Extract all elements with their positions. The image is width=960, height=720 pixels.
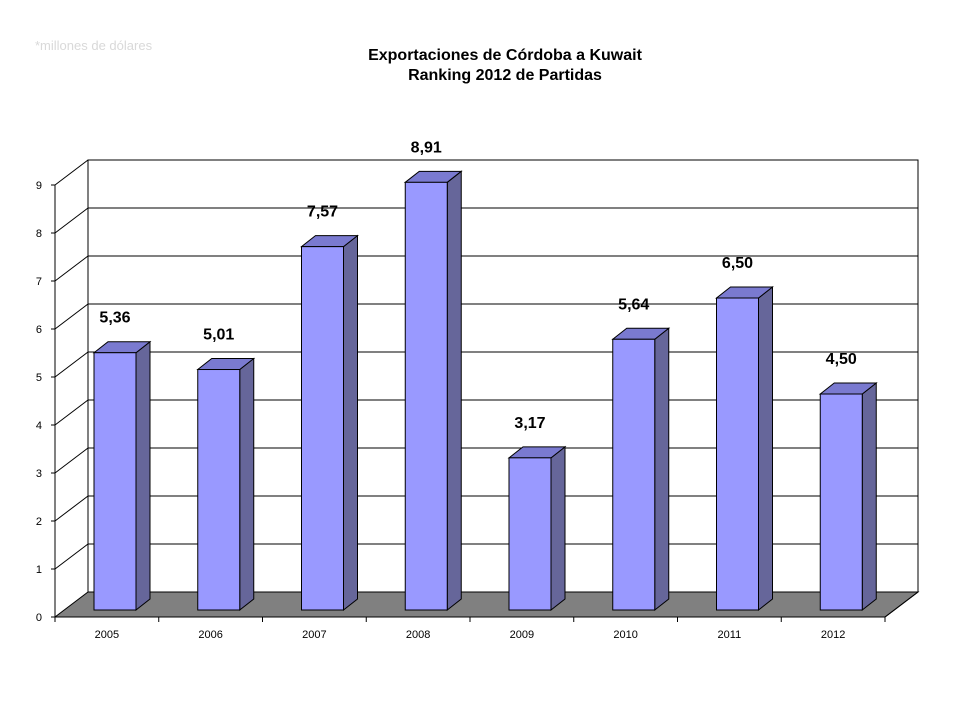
x-tick-label: 2005 [95,629,119,641]
bar-front [301,246,344,611]
bar-front [93,352,137,611]
bar-side [550,445,566,612]
bar-front [197,369,241,611]
x-tick-label: 2012 [821,629,845,641]
bar [196,357,256,612]
y-tick-label: 8 [36,228,42,240]
y-tick-label: 4 [36,420,42,432]
y-tick-label: 1 [36,564,42,576]
y-tick-label: 5 [36,372,42,384]
bar-side [758,285,773,612]
data-label: 5,36 [99,310,130,327]
data-label: 4,50 [826,351,857,368]
bar-front [404,181,448,611]
data-label: 7,57 [307,204,338,221]
chart-floor [53,591,920,618]
bar-side [861,381,877,612]
bar-side [135,340,151,612]
gridline-side [54,495,89,522]
x-axis-depth [884,591,919,618]
bar [611,327,671,612]
bar-front [819,393,863,611]
x-tick-label: 2008 [406,629,430,641]
gridline-side [54,543,89,570]
bar [92,340,152,612]
chart-labels: 5,36 5,01 7,57 8,91 3,17 5,64 6,50 4,50 [99,139,856,432]
y-tick-label: 2 [36,516,42,528]
gridline-side [54,303,89,330]
gridline-side [54,447,89,474]
bar-side [343,234,358,612]
gridline-side [54,399,89,426]
bar-front [508,457,552,611]
y-tick-label: 3 [36,468,42,480]
bar-side [654,327,670,612]
bar [507,445,567,612]
data-label: 8,91 [411,139,442,156]
y-tick-label: 9 [36,180,42,192]
y-tick-label: 7 [36,276,42,288]
data-label: 3,17 [514,415,545,432]
gridline-side [54,207,89,234]
gridline-side [54,351,89,378]
bar-side [239,357,255,612]
bar [715,285,774,612]
data-label: 5,01 [203,327,234,344]
chart-title: Exportaciones de Córdoba a Kuwait [368,47,642,64]
chart-title-block: Exportaciones de Córdoba a Kuwait Rankin… [250,46,760,86]
bar [818,381,878,612]
data-label: 5,64 [618,296,649,313]
x-tick-label: 2011 [718,629,742,641]
chart-bars [92,170,878,612]
bar-side [446,170,462,612]
x-tick-label: 2009 [510,629,534,641]
bar-front [612,338,656,611]
bar [403,170,463,612]
x-tick-label: 2006 [198,629,222,641]
chart-axes: 0 1 2 3 4 5 6 7 8 9 2005 2006 2007 2008 2009 2010 2011 20… [36,180,919,641]
gridline-side [54,255,89,282]
units-note: *millones de dólares [35,38,153,53]
chart-subtitle: Ranking 2012 de Partidas [408,67,602,84]
y-tick-label: 6 [36,324,42,336]
chart-walls [53,159,920,618]
x-tick-label: 2007 [302,629,326,641]
gridline-side [54,159,89,186]
bar-front [716,297,759,611]
y-tick-label: 0 [36,612,42,624]
x-tick-label: 2010 [613,629,637,641]
bar [300,234,359,612]
data-label: 6,50 [722,255,753,272]
